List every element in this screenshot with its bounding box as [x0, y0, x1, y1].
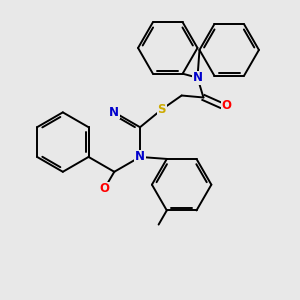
- Text: O: O: [99, 182, 110, 195]
- Text: O: O: [221, 99, 231, 112]
- Text: N: N: [109, 106, 119, 119]
- Text: S: S: [158, 103, 166, 116]
- Text: N: N: [193, 71, 202, 84]
- Text: N: N: [135, 150, 145, 164]
